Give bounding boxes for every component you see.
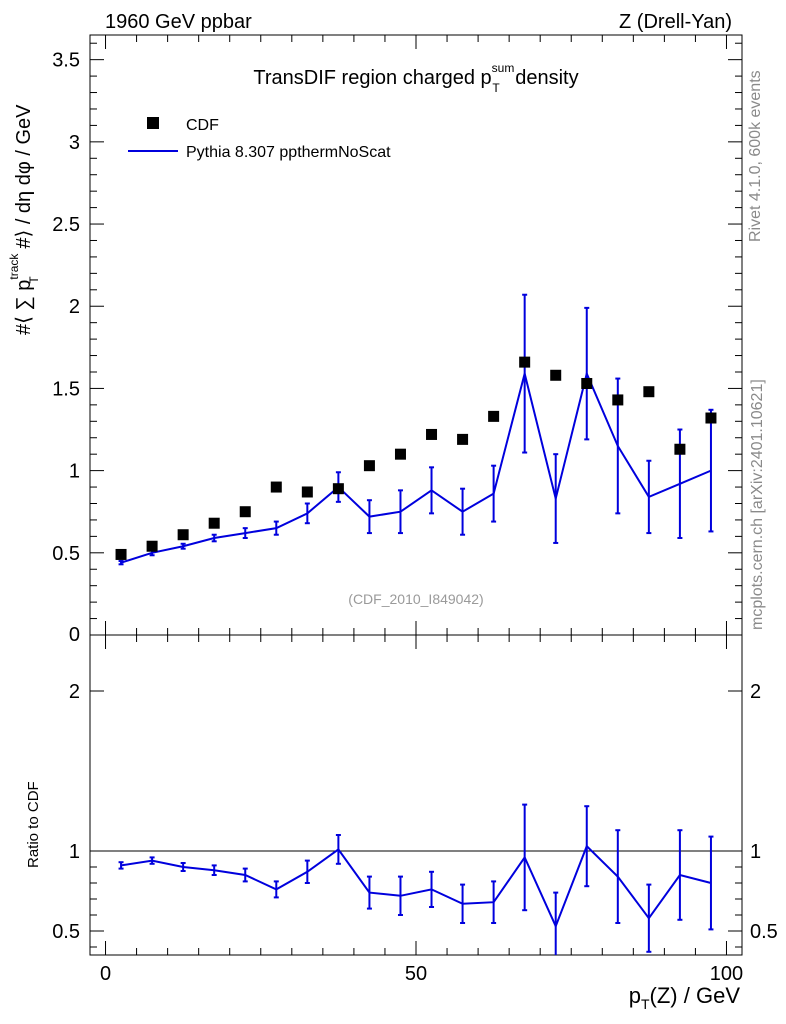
main-y-tick-label: 3 — [69, 132, 80, 154]
cdf-data-point — [177, 529, 189, 541]
mcplots-source-label: mcplots.cern.ch [arXiv:2401.10621] — [749, 379, 766, 630]
main-title: TransDIF region charged psum T density — [253, 61, 578, 95]
cdf-data-point — [612, 394, 624, 406]
ratio-y-tick-label-right: 1 — [750, 841, 761, 863]
main-y-tick-label-zero: 0 — [69, 624, 80, 646]
main-y-tick-label: 2.5 — [52, 214, 80, 236]
ratio-y-tick-label: 0.5 — [52, 921, 80, 943]
x-axis-label: pT(Z) / GeV — [629, 983, 741, 1012]
main-y-tick-label: 2 — [69, 296, 80, 318]
axis-ticks: 0 50 100 0.5 1 1.5 2 2.5 3 3.5 0 0.5 0.5 1 1 2 2 — [52, 35, 778, 985]
main-y-tick-label: 1 — [69, 461, 80, 483]
cdf-data-point — [332, 483, 344, 495]
cdf-data-point — [550, 369, 562, 381]
main-y-tick-label: 1.5 — [52, 378, 80, 400]
cdf-data-point — [363, 460, 375, 472]
x-tick-label: 50 — [405, 963, 427, 985]
main-y-tick-label: 0.5 — [52, 543, 80, 565]
pythia-series-line — [120, 370, 712, 564]
cdf-data-point — [426, 428, 438, 440]
x-tick-label: 100 — [710, 963, 743, 985]
x-tick-label: 0 — [100, 963, 111, 985]
cdf-data-point — [581, 377, 593, 389]
ratio-y-tick-label-right: 2 — [750, 681, 761, 703]
cdf-data-point — [115, 548, 127, 560]
ratio-panel-frame — [89, 634, 743, 956]
cdf-data-point — [674, 443, 686, 455]
header-right-label: Z (Drell-Yan) — [619, 11, 732, 33]
header-left-label: 1960 GeV ppbar — [105, 11, 252, 33]
main-y-tick-label: 3.5 — [52, 50, 80, 72]
cdf-data-point — [270, 481, 282, 493]
rivet-version-label: Rivet 4.1.0, 600k events — [747, 70, 764, 242]
ratio-y-tick-label: 1 — [69, 841, 80, 863]
legend-pythia-label: Pythia 8.307 ppthermNoScat — [186, 144, 391, 161]
cdf-data-point — [208, 517, 220, 529]
ratio-y-tick-label-right: 0.5 — [750, 921, 778, 943]
ratio-y-tick-label: 2 — [69, 681, 80, 703]
cdf-data-point — [301, 486, 313, 498]
cdf-data-point — [519, 356, 531, 368]
ratio-panel-data — [90, 803, 742, 955]
cdf-data-point — [394, 448, 406, 460]
main-y-axis-label: #⟨ ∑ ptrackT #⟩ / dη dφ / GeV — [7, 104, 41, 335]
cdf-data-point — [239, 506, 251, 518]
main-panel-data — [115, 293, 717, 566]
analysis-reference-label: (CDF_2010_I849042) — [348, 591, 483, 607]
ratio-series-line — [120, 844, 712, 929]
ratio-y-axis-label: Ratio to CDF — [25, 781, 42, 868]
cdf-data-point — [643, 386, 655, 398]
cdf-data-point — [457, 433, 469, 445]
legend-cdf-label: CDF — [186, 117, 219, 134]
cdf-data-point — [705, 412, 717, 424]
cdf-data-point — [146, 540, 158, 552]
legend-cdf-marker — [147, 117, 159, 129]
cdf-data-point — [488, 410, 500, 422]
